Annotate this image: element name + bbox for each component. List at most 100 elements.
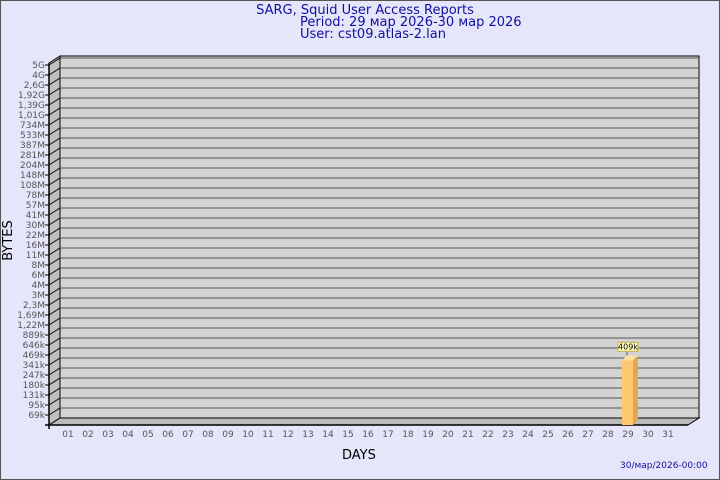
tick-diagonal	[48, 57, 61, 66]
y-tick-label: 889k	[23, 331, 46, 341]
tick-diagonal	[48, 267, 61, 276]
period-text: Period: 29 мар 2026-30 мар 2026	[300, 15, 522, 30]
tick-diagonal	[48, 87, 61, 96]
y-tick-label: 1,22M	[17, 321, 45, 331]
y-tick-label: 148M	[20, 171, 45, 181]
x-tick-label: 23	[502, 430, 513, 440]
tick-diagonal	[48, 387, 61, 396]
tick-diagonal	[48, 357, 61, 366]
tick-diagonal	[48, 147, 61, 156]
y-tick-label: 69k	[28, 411, 45, 421]
tick-diagonal	[48, 227, 61, 236]
x-tick-label: 30	[642, 430, 654, 440]
y-tick-label: 469k	[23, 351, 46, 361]
y-tick-label: 11M	[26, 251, 45, 261]
tick-diagonal	[48, 327, 61, 336]
x-tick-label: 02	[82, 430, 93, 440]
y-tick-label: 1,39G	[18, 101, 45, 111]
tick-diagonal	[48, 217, 61, 226]
tick-diagonal	[48, 407, 61, 416]
x-tick-label: 10	[242, 430, 254, 440]
y-tick-label: 4M	[32, 281, 46, 291]
x-tick-label: 13	[302, 430, 313, 440]
y-tick-label: 2,6G	[24, 81, 45, 91]
tick-diagonal	[48, 287, 61, 296]
tick-diagonal	[48, 137, 61, 146]
tick-diagonal	[48, 167, 61, 176]
tick-diagonal	[48, 117, 61, 126]
tick-diagonal	[48, 277, 61, 286]
x-tick-label: 03	[102, 430, 113, 440]
y-tick-label: 8M	[32, 261, 46, 271]
tick-diagonal	[48, 77, 61, 86]
y-tick-label: 57M	[26, 201, 45, 211]
y-tick-label: 646k	[23, 341, 46, 351]
x-tick-label: 31	[662, 430, 673, 440]
tick-diagonal	[48, 347, 61, 356]
tick-diagonal	[48, 207, 61, 216]
floor	[47, 417, 701, 426]
bar-top	[622, 355, 638, 361]
tick-diagonal	[48, 257, 61, 266]
y-tick-label: 22M	[26, 231, 45, 241]
data-label: 409k	[618, 342, 638, 351]
x-tick-label: 22	[482, 430, 493, 440]
tick-diagonal	[48, 317, 61, 326]
x-tick-label: 24	[522, 430, 534, 440]
y-tick-label: 16M	[26, 241, 45, 251]
y-tick-label: 3M	[32, 291, 46, 301]
tick-diagonal	[48, 157, 61, 166]
x-tick-label: 18	[402, 430, 414, 440]
x-tick-label: 07	[182, 430, 193, 440]
tick-diagonal	[48, 377, 61, 386]
x-tick-label: 08	[202, 430, 214, 440]
x-tick-label: 09	[222, 430, 234, 440]
chart-title: SARG, Squid User Access Reports	[256, 3, 474, 18]
user-text: User: cst09.atlas-2.lan	[300, 27, 446, 42]
tick-diagonal	[48, 197, 61, 206]
x-tick-label: 16	[362, 430, 374, 440]
y-tick-label: 30M	[26, 221, 45, 231]
y-tick-label: 1,69M	[17, 311, 45, 321]
x-tick-label: 12	[282, 430, 293, 440]
y-tick-label: 1,92G	[18, 91, 45, 101]
x-tick-label: 20	[442, 430, 454, 440]
tick-diagonal	[48, 107, 61, 116]
tick-diagonal	[48, 67, 61, 76]
y-tick-label: 4G	[32, 71, 45, 81]
x-tick-label: 21	[462, 430, 473, 440]
y-tick-label: 341k	[23, 361, 46, 371]
timestamp: 30/мар/2026-00:00	[620, 461, 708, 471]
x-tick-label: 11	[262, 430, 273, 440]
tick-diagonal	[48, 177, 61, 186]
x-tick-label: 26	[562, 430, 574, 440]
x-tick-label: 04	[122, 430, 134, 440]
tick-diagonal	[48, 97, 61, 106]
plot-panel	[59, 55, 700, 419]
tick-diagonal	[48, 247, 61, 256]
tick-diagonal	[48, 367, 61, 376]
y-tick-label: 247k	[23, 371, 46, 381]
y-tick-label: 41M	[26, 211, 45, 221]
tick-diagonal	[48, 397, 61, 406]
y-tick-label: 2,3M	[23, 301, 45, 311]
tick-diagonal	[48, 297, 61, 306]
y-tick-label: 95k	[28, 401, 45, 411]
x-tick-label: 25	[542, 430, 553, 440]
bar-side	[633, 355, 638, 425]
y-tick-label: 734M	[20, 121, 45, 131]
x-tick-label: 19	[422, 430, 434, 440]
tick-diagonal	[48, 237, 61, 246]
x-tick-label: 17	[382, 430, 393, 440]
y-tick-label: 78M	[26, 191, 45, 201]
y-tick-label: 204M	[20, 161, 45, 171]
tick-diagonal	[48, 337, 61, 346]
y-tick-label: 5G	[32, 61, 45, 71]
y-tick-label: 1,01G	[18, 111, 45, 121]
x-tick-label: 28	[602, 430, 614, 440]
x-tick-label: 06	[162, 430, 174, 440]
x-axis-label: DAYS	[342, 448, 376, 463]
y-tick-label: 387M	[20, 141, 45, 151]
data-label-box	[617, 341, 639, 352]
